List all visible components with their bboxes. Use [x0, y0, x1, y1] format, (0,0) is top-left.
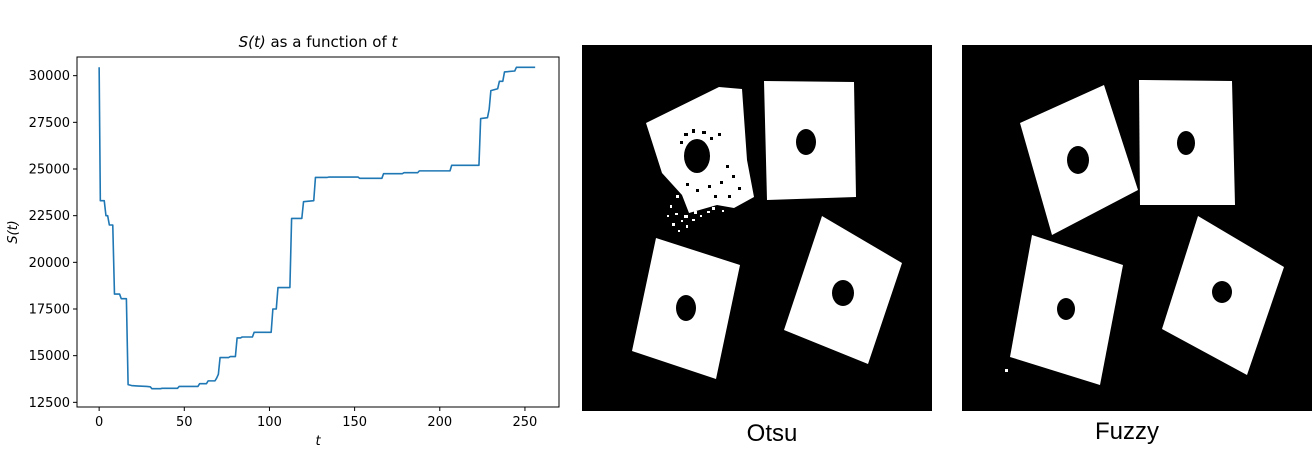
x-tick-label: 100: [257, 415, 282, 430]
otsu-caption: Otsu: [746, 420, 798, 447]
x-tick-label: 150: [342, 415, 367, 430]
y-tick-label: 27500: [29, 116, 70, 131]
y-tick-label: 15000: [29, 349, 70, 364]
otsu-result-image: [582, 45, 932, 411]
x-axis-label: t: [315, 434, 321, 449]
dark-speckles: [680, 129, 741, 198]
y-tick-label: 25000: [29, 163, 70, 178]
card-hole: [1177, 131, 1195, 155]
y-tick-label: 17500: [29, 303, 70, 318]
y-tick-label: 22500: [29, 209, 70, 224]
x-tick-label: 200: [427, 415, 452, 430]
series-line: [98, 66, 536, 390]
fuzzy-result-image: [962, 45, 1312, 411]
y-tick-label: 30000: [29, 69, 70, 84]
card-hole: [1212, 281, 1232, 303]
card-hole: [676, 295, 696, 321]
speckle-noise: [1005, 369, 1008, 372]
card-hole: [832, 280, 854, 306]
chart: S(t) as a function of t 12500 15000 17500 2…: [6, 33, 560, 449]
chart-title: S(t) as a function of t: [239, 33, 399, 51]
card-hole: [1067, 146, 1089, 174]
fuzzy-caption: Fuzzy: [1094, 418, 1159, 445]
speckle-noise: [667, 195, 724, 232]
x-tick-label: 50: [176, 415, 193, 430]
x-tick-label: 250: [513, 415, 538, 430]
y-tick-label: 12500: [29, 396, 70, 411]
y-tick-label: 20000: [29, 256, 70, 271]
y-axis-label: S(t): [6, 220, 21, 244]
plot-frame: [76, 56, 560, 408]
card-hole: [796, 129, 816, 155]
card-hole: [684, 139, 710, 173]
x-tick-label: 0: [95, 415, 103, 430]
card-hole: [1057, 298, 1075, 320]
